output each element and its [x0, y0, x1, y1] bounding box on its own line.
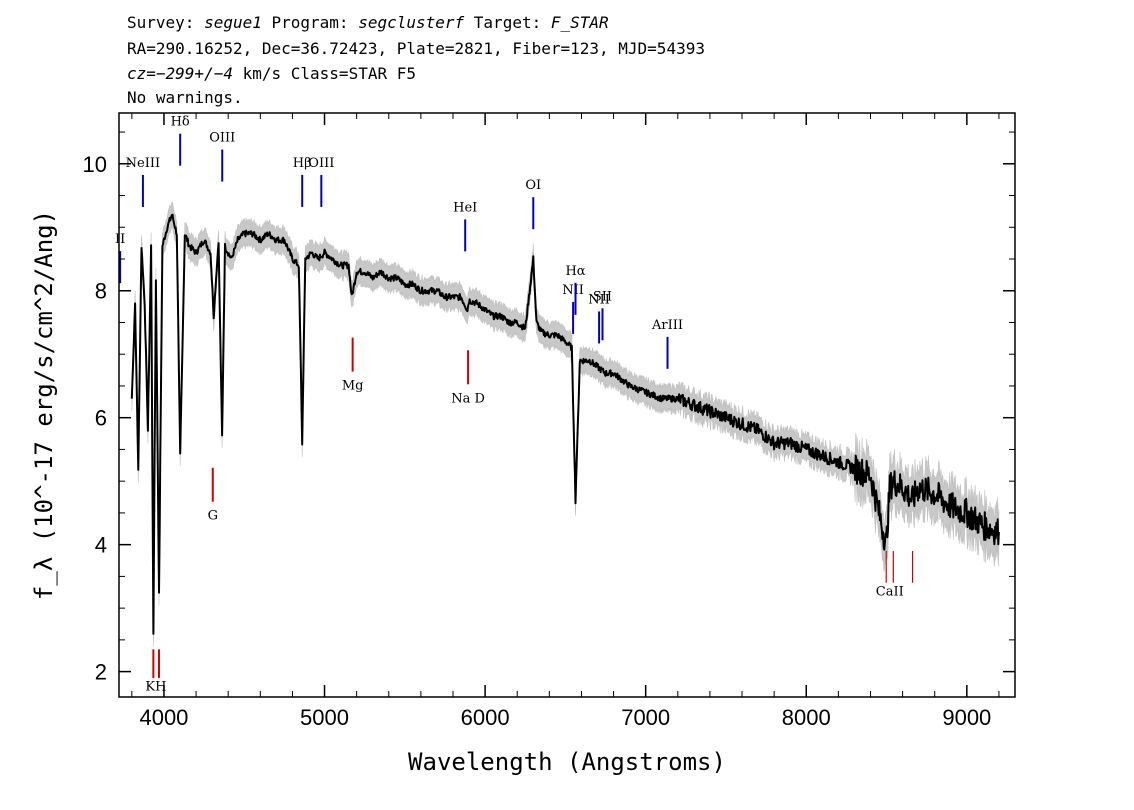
line-annotation: CaII [876, 551, 914, 599]
x-tick-label: 9000 [942, 705, 991, 730]
line-annotation: HeI [453, 200, 477, 252]
y-tick-label: 4 [95, 533, 107, 558]
line-annotation: Hδ [171, 115, 190, 166]
y-tick-label: 8 [95, 279, 107, 304]
x-tick-label: 5000 [300, 705, 349, 730]
x-tick-label: 4000 [139, 705, 188, 730]
line-label: ArIII [651, 318, 683, 333]
line-label: Na D [451, 391, 485, 406]
x-tick-label: 7000 [621, 705, 670, 730]
survey-label: Survey: [127, 13, 205, 32]
y-axis-title: f_λ (10^-17 erg/s/cm^2/Ang) [30, 210, 58, 600]
line-annotation: Na D [451, 350, 485, 406]
flux-line [130, 213, 1000, 635]
line-annotation: Hα [565, 264, 586, 315]
line-label: Hα [565, 264, 585, 279]
spectrum-series [130, 213, 1000, 635]
line-label: HeI [453, 200, 477, 215]
header-line-2: RA=290.16252, Dec=36.72423, Plate=2821, … [127, 39, 705, 58]
line-label: SII [593, 289, 612, 304]
line-annotation: OIII [209, 131, 235, 182]
line-annotation: KH [145, 649, 166, 695]
x-tick-label: 8000 [782, 705, 831, 730]
line-label: Hβ [293, 156, 312, 171]
target-label: Target: [464, 13, 551, 32]
line-label: OI [525, 178, 541, 193]
x-axis-title: Wavelength (Angstroms) [408, 748, 726, 776]
line-label: NII [588, 292, 610, 307]
line-label: KH [145, 680, 166, 695]
axis-ticks: 4000 5000 6000 7000 8000 9000 2 4 6 8 10 [83, 113, 1015, 730]
line-label: G [208, 509, 218, 524]
line-annotation: ArIII [651, 318, 683, 369]
y-tick-label: 2 [95, 660, 107, 685]
target-value: F_STAR [550, 13, 609, 32]
cz-value: cz=−299+/−4 [127, 64, 233, 83]
program-value: segclusterf [358, 13, 465, 32]
line-annotation: NII [588, 292, 610, 344]
y-tick-label: 10 [83, 152, 107, 177]
line-annotation: NII [562, 283, 584, 334]
line-label: OIII [209, 131, 235, 146]
header-line-3: cz=−299+/−4 km/s Class=STAR F5 [127, 64, 416, 84]
survey-value: segue1 [204, 13, 262, 32]
line-label: NeIII [126, 156, 160, 171]
line-annotation: G [208, 467, 218, 524]
line-annotation: II [115, 232, 125, 284]
program-label: Program: [261, 13, 359, 32]
line-annotation: OI [525, 178, 541, 230]
line-annotation: OIII [308, 156, 334, 207]
line-annotation: NeIII [126, 156, 160, 207]
plot-frame [118, 112, 1016, 698]
line-label: II [115, 232, 125, 247]
line-annotation: SII [593, 289, 612, 341]
header-line-1: Survey: segue1 Program: segclusterf Targ… [127, 13, 609, 33]
line-annotation: Hβ [293, 156, 312, 207]
line-label: Hδ [171, 115, 190, 130]
y-tick-label: 6 [95, 406, 107, 431]
line-label: OIII [308, 156, 334, 171]
line-label: CaII [876, 584, 904, 599]
x-tick-label: 6000 [461, 705, 510, 730]
cz-class-text: km/s Class=STAR F5 [232, 64, 416, 83]
line-label: Mg [342, 379, 364, 394]
line-annotation: Mg [342, 337, 364, 394]
header-line-4: No warnings. [127, 88, 243, 107]
line-label: NII [562, 283, 584, 298]
